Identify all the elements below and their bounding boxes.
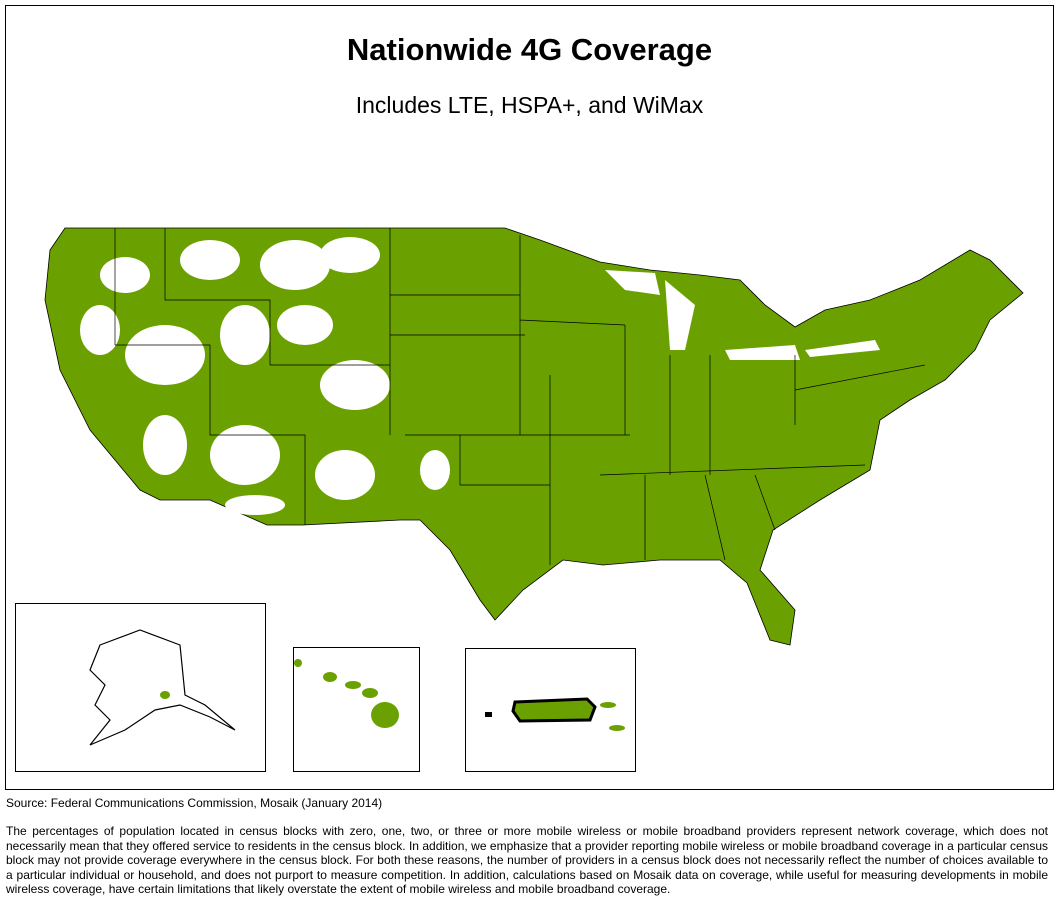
map-title: Nationwide 4G Coverage [346, 32, 713, 67]
alaska-inset [15, 603, 266, 772]
puerto-rico-inset [465, 648, 636, 772]
footnote: The percentages of population located in… [6, 824, 1048, 896]
map-subtitle: Includes LTE, HSPA+, and WiMax [355, 92, 704, 118]
hawaii-inset [293, 647, 420, 772]
conus-map [44, 227, 1024, 646]
source-note: Source: Federal Communications Commissio… [6, 796, 383, 810]
map-frame [5, 5, 1054, 790]
